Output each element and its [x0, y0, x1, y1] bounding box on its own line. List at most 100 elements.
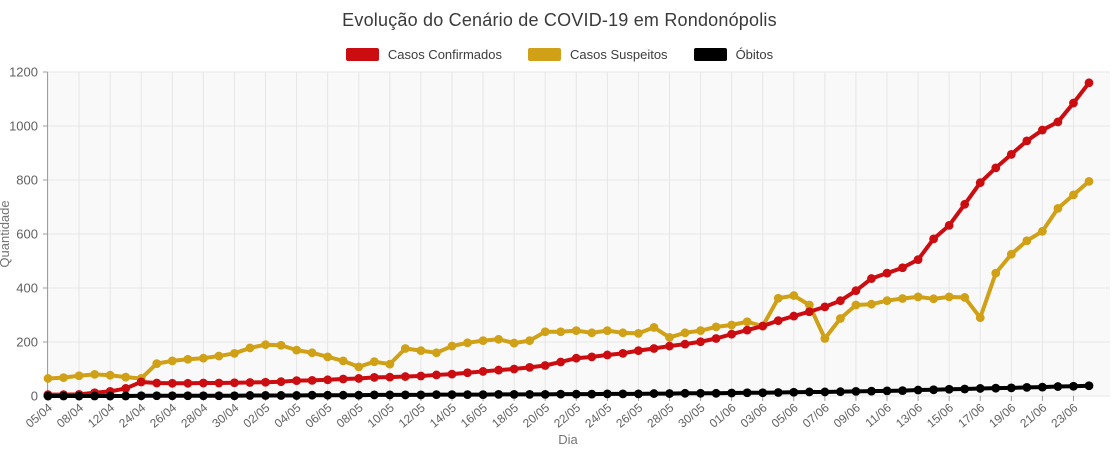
- data-point-casos-confirmados[interactable]: [571, 353, 581, 363]
- data-point-casos-suspeitos[interactable]: [820, 334, 830, 343]
- data-point-casos-suspeitos[interactable]: [354, 362, 364, 372]
- data-point-obitos[interactable]: [867, 386, 876, 396]
- data-point-obitos[interactable]: [354, 390, 364, 400]
- data-point-obitos[interactable]: [167, 391, 177, 401]
- data-point-casos-confirmados[interactable]: [432, 370, 441, 380]
- data-point-casos-suspeitos[interactable]: [789, 291, 799, 300]
- data-point-obitos[interactable]: [960, 384, 970, 394]
- data-point-casos-suspeitos[interactable]: [898, 294, 907, 303]
- data-point-obitos[interactable]: [836, 387, 845, 397]
- data-point-obitos[interactable]: [1053, 382, 1063, 391]
- data-point-obitos[interactable]: [649, 389, 659, 398]
- data-point-casos-confirmados[interactable]: [1053, 117, 1063, 127]
- data-point-obitos[interactable]: [121, 391, 131, 401]
- data-point-casos-suspeitos[interactable]: [198, 353, 208, 363]
- data-point-casos-confirmados[interactable]: [136, 377, 146, 387]
- data-point-obitos[interactable]: [851, 387, 861, 396]
- data-point-casos-suspeitos[interactable]: [665, 333, 674, 342]
- data-point-casos-suspeitos[interactable]: [525, 336, 535, 346]
- data-point-casos-confirmados[interactable]: [338, 374, 348, 384]
- data-point-casos-suspeitos[interactable]: [385, 359, 395, 369]
- data-point-casos-confirmados[interactable]: [618, 348, 628, 358]
- data-point-casos-confirmados[interactable]: [400, 372, 410, 381]
- data-point-casos-confirmados[interactable]: [1069, 98, 1078, 108]
- data-point-obitos[interactable]: [338, 390, 348, 400]
- data-point-casos-suspeitos[interactable]: [307, 348, 317, 358]
- data-point-casos-suspeitos[interactable]: [540, 327, 550, 337]
- data-point-casos-suspeitos[interactable]: [587, 328, 597, 338]
- data-point-casos-confirmados[interactable]: [525, 362, 535, 372]
- data-point-casos-suspeitos[interactable]: [1053, 203, 1063, 213]
- data-point-casos-confirmados[interactable]: [230, 378, 239, 388]
- data-point-obitos[interactable]: [74, 391, 84, 401]
- data-point-casos-suspeitos[interactable]: [867, 299, 876, 309]
- data-point-casos-confirmados[interactable]: [960, 199, 970, 209]
- data-point-casos-suspeitos[interactable]: [338, 356, 348, 366]
- data-point-casos-confirmados[interactable]: [991, 163, 1001, 173]
- data-point-obitos[interactable]: [59, 391, 68, 401]
- data-point-obitos[interactable]: [509, 389, 519, 399]
- data-point-casos-suspeitos[interactable]: [1037, 226, 1047, 236]
- data-point-obitos[interactable]: [804, 387, 814, 397]
- data-point-casos-suspeitos[interactable]: [369, 357, 379, 367]
- data-point-obitos[interactable]: [929, 385, 939, 395]
- data-point-obitos[interactable]: [90, 391, 100, 401]
- data-point-obitos[interactable]: [323, 390, 333, 400]
- data-point-casos-confirmados[interactable]: [369, 372, 379, 382]
- data-point-casos-suspeitos[interactable]: [727, 320, 737, 330]
- data-point-casos-confirmados[interactable]: [742, 325, 752, 335]
- legend-item-casos-suspeitos[interactable]: Casos Suspeitos: [528, 47, 668, 62]
- data-point-obitos[interactable]: [432, 390, 441, 400]
- data-point-casos-confirmados[interactable]: [820, 302, 830, 312]
- data-point-obitos[interactable]: [540, 389, 550, 399]
- data-point-casos-suspeitos[interactable]: [913, 292, 923, 302]
- data-point-obitos[interactable]: [152, 391, 162, 401]
- data-point-casos-suspeitos[interactable]: [276, 340, 286, 350]
- data-point-obitos[interactable]: [913, 385, 923, 395]
- data-point-casos-confirmados[interactable]: [152, 378, 162, 388]
- data-point-obitos[interactable]: [571, 389, 581, 399]
- data-point-casos-suspeitos[interactable]: [649, 323, 659, 332]
- data-point-obitos[interactable]: [680, 388, 690, 398]
- data-point-casos-confirmados[interactable]: [836, 296, 845, 306]
- data-point-casos-suspeitos[interactable]: [74, 371, 84, 381]
- data-point-casos-confirmados[interactable]: [665, 341, 674, 351]
- data-point-casos-confirmados[interactable]: [851, 286, 861, 296]
- data-point-casos-confirmados[interactable]: [307, 375, 317, 385]
- data-point-casos-confirmados[interactable]: [696, 337, 705, 347]
- data-point-obitos[interactable]: [773, 388, 783, 397]
- legend-item-obitos[interactable]: Óbitos: [693, 47, 773, 62]
- data-point-obitos[interactable]: [742, 388, 752, 398]
- data-point-casos-confirmados[interactable]: [198, 378, 208, 388]
- data-point-casos-suspeitos[interactable]: [121, 372, 131, 382]
- data-point-obitos[interactable]: [602, 389, 612, 399]
- data-point-casos-confirmados[interactable]: [121, 384, 131, 393]
- data-point-casos-confirmados[interactable]: [556, 357, 566, 367]
- data-point-casos-confirmados[interactable]: [167, 378, 177, 388]
- data-point-casos-confirmados[interactable]: [323, 375, 333, 385]
- data-point-casos-suspeitos[interactable]: [261, 340, 270, 350]
- data-point-obitos[interactable]: [400, 390, 410, 400]
- data-point-casos-confirmados[interactable]: [509, 364, 519, 374]
- data-point-casos-suspeitos[interactable]: [152, 359, 162, 368]
- data-point-casos-suspeitos[interactable]: [991, 268, 1001, 278]
- data-point-casos-suspeitos[interactable]: [975, 313, 985, 323]
- data-point-casos-confirmados[interactable]: [587, 352, 597, 362]
- data-point-casos-suspeitos[interactable]: [634, 328, 643, 338]
- data-point-casos-confirmados[interactable]: [758, 321, 768, 331]
- data-point-casos-confirmados[interactable]: [214, 378, 224, 388]
- data-point-casos-confirmados[interactable]: [898, 263, 907, 273]
- data-point-casos-suspeitos[interactable]: [571, 326, 581, 336]
- data-point-casos-suspeitos[interactable]: [556, 327, 566, 337]
- data-point-obitos[interactable]: [789, 387, 799, 397]
- data-point-casos-confirmados[interactable]: [680, 339, 690, 349]
- data-point-casos-suspeitos[interactable]: [463, 338, 472, 348]
- data-point-obitos[interactable]: [711, 388, 721, 398]
- data-point-casos-confirmados[interactable]: [540, 361, 550, 370]
- data-point-casos-suspeitos[interactable]: [804, 300, 814, 310]
- data-point-casos-suspeitos[interactable]: [1022, 236, 1032, 246]
- data-point-casos-suspeitos[interactable]: [1084, 176, 1094, 186]
- data-point-casos-suspeitos[interactable]: [230, 348, 239, 358]
- data-point-obitos[interactable]: [1022, 382, 1032, 392]
